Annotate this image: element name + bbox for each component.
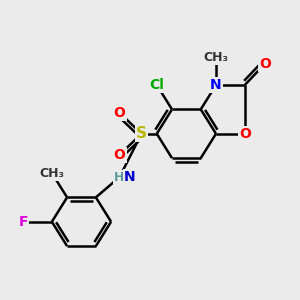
- Text: S: S: [136, 126, 147, 141]
- Text: O: O: [259, 57, 271, 71]
- Text: N: N: [124, 170, 136, 184]
- Text: N: N: [210, 78, 222, 92]
- Text: O: O: [114, 148, 125, 162]
- Text: O: O: [239, 127, 251, 141]
- Text: CH₃: CH₃: [203, 51, 229, 64]
- Text: O: O: [114, 106, 125, 120]
- Text: H: H: [114, 171, 125, 184]
- Text: F: F: [18, 215, 28, 229]
- Text: Cl: Cl: [149, 78, 164, 92]
- Text: CH₃: CH₃: [39, 167, 64, 179]
